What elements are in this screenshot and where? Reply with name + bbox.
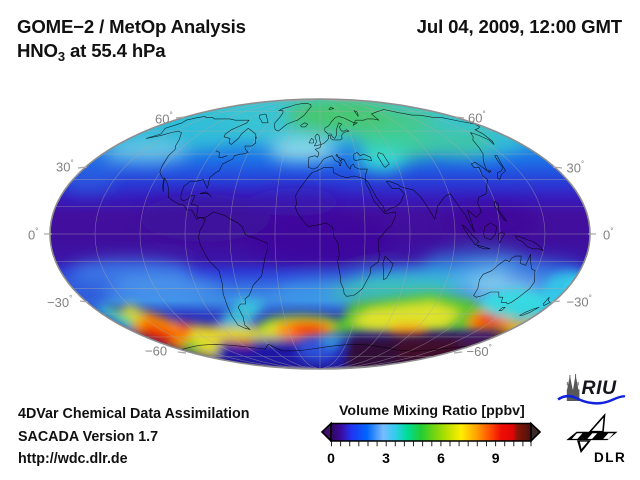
svg-text:RIU: RIU [582,377,618,399]
svg-text:DLR: DLR [594,450,626,465]
svg-text:30°: 30° [56,159,74,175]
svg-text:60°: 60° [468,110,486,126]
svg-text:−60°: −60° [145,343,170,359]
svg-text:0°: 0° [28,227,38,243]
svg-text:9: 9 [492,450,500,466]
svg-text:60°: 60° [155,111,173,127]
svg-text:3: 3 [382,450,390,466]
svg-text:0°: 0° [603,227,613,243]
svg-text:−60°: −60° [467,343,492,359]
svg-text:0: 0 [327,450,335,466]
svg-text:−30°: −30° [47,294,72,310]
svg-text:6: 6 [437,450,445,466]
svg-text:−30°: −30° [567,294,592,310]
svg-text:30°: 30° [567,160,585,176]
